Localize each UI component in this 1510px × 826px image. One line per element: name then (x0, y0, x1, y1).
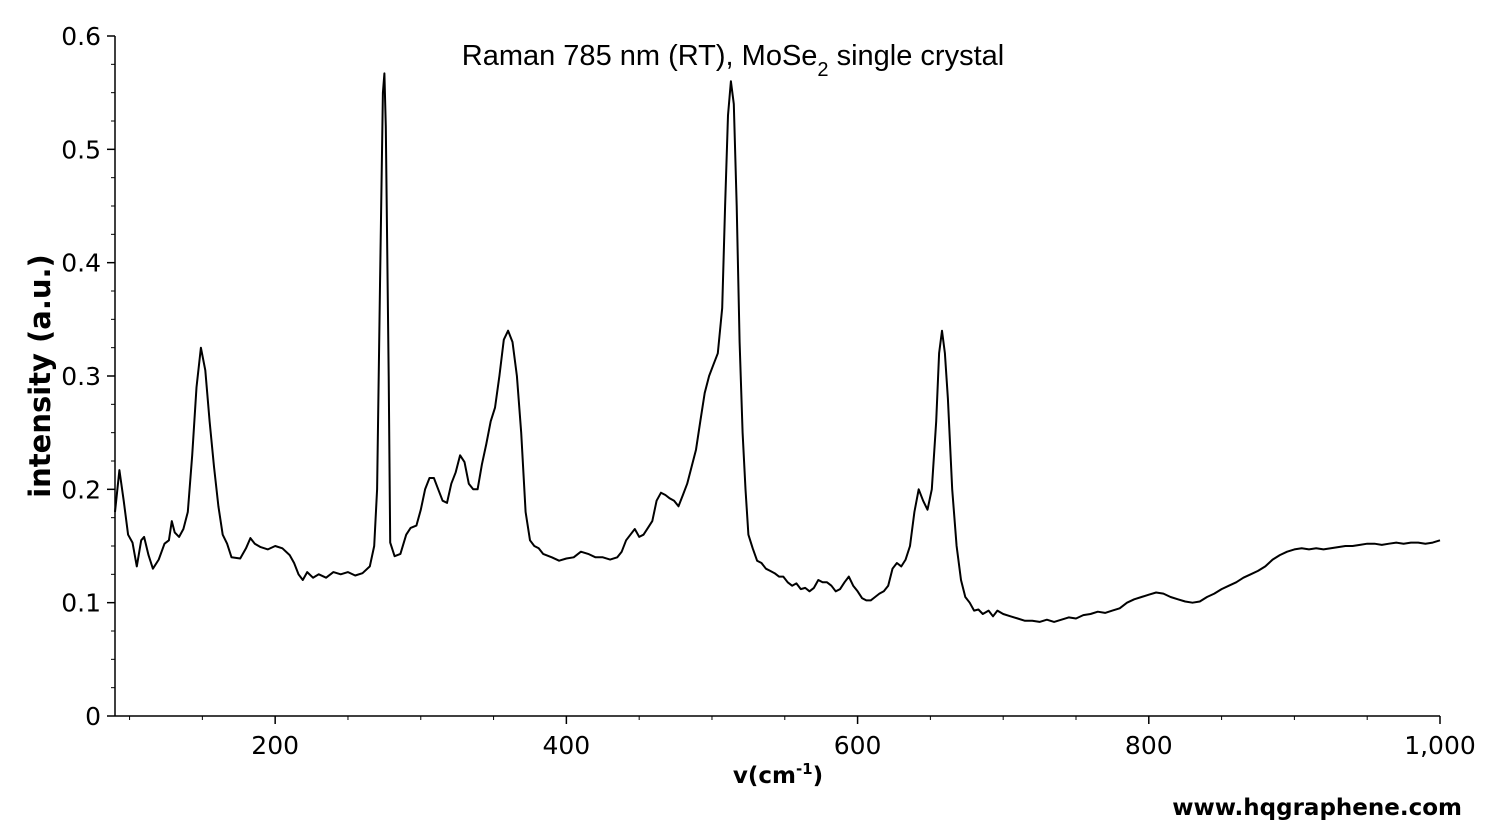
y-tick-label: 0.5 (61, 135, 101, 164)
chart-title: Raman 785 nm (RT), MoSe2 single crystal (462, 40, 1004, 81)
chart-title-suffix: single crystal (829, 40, 1005, 72)
y-tick-label: 0.2 (61, 475, 101, 504)
chart-title-subscript: 2 (817, 59, 828, 81)
x-axis-title-main: v(cm (733, 763, 796, 789)
spectrum-line (114, 72, 1441, 623)
y-tick-label: 0.1 (61, 589, 101, 618)
plot-area: 0 0.1 0.2 0.3 0.4 0.5 0.6 200 400 600 800 1,000 (61, 22, 1476, 760)
x-tick-label: 600 (834, 731, 882, 760)
y-tick-label: 0.3 (61, 362, 101, 391)
x-axis-title-superscript: -1 (796, 760, 813, 778)
chart-title-prefix: Raman 785 nm (RT), MoSe (462, 40, 818, 72)
x-tick-label: 400 (543, 731, 591, 760)
x-tick-label: 1,000 (1404, 731, 1476, 760)
x-axis-title-close: ) (813, 763, 824, 789)
source-credit: www.hqgraphene.com (1172, 795, 1462, 821)
x-axis-title: v(cm-1) (733, 760, 823, 789)
y-ticks: 0 0.1 0.2 0.3 0.4 0.5 0.6 (61, 22, 115, 731)
x-ticks: 200 400 600 800 1,000 (129, 716, 1476, 760)
y-tick-label: 0.4 (61, 249, 101, 278)
y-tick-label: 0 (85, 702, 101, 731)
y-axis-title: intensity (a.u.) (23, 254, 57, 498)
y-tick-label: 0.6 (61, 22, 101, 51)
x-tick-label: 800 (1125, 731, 1173, 760)
x-tick-label: 200 (251, 731, 299, 760)
